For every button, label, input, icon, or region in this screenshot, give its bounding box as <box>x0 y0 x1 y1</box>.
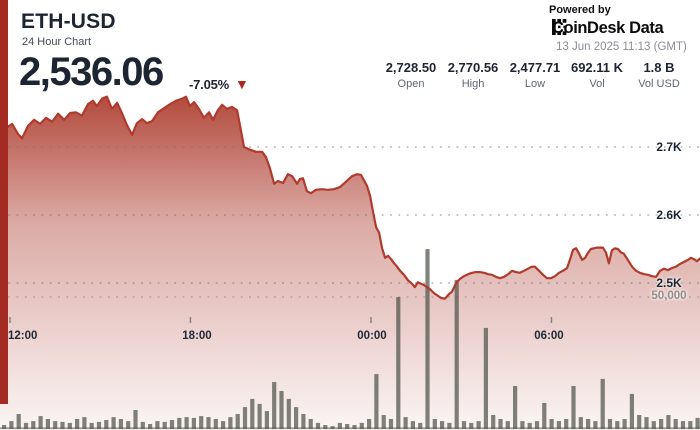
x-axis-label-1800: 18:00 <box>182 330 212 342</box>
stat-open: 2,728.50 Open <box>380 60 442 90</box>
brand-name: CoinDesk Data <box>552 19 664 37</box>
stat-open-label: Open <box>397 78 425 90</box>
stat-high-value: 2,770.56 <box>447 60 499 75</box>
coindesk-logo-icon <box>552 19 567 35</box>
powered-by-label: Powered by <box>549 4 611 16</box>
stat-vol-value: 692.11 K <box>570 60 624 75</box>
stat-vol-label: Vol <box>589 78 605 90</box>
left-accent-stripe <box>0 0 8 404</box>
stat-vol-usd-value: 1.8 B <box>643 60 675 75</box>
symbol-title: ETH-USD <box>21 10 116 33</box>
x-axis-label-0600: 06:00 <box>534 330 564 342</box>
price-line <box>0 95 700 300</box>
y-axis-label-2600: 2.6K <box>656 208 682 222</box>
price-change: -7.05% ▼ <box>189 75 249 93</box>
stat-vol: 692.11 K Vol <box>566 60 628 90</box>
chart-subtitle: 24 Hour Chart <box>22 36 92 48</box>
y-axis-label-volume-50000: 50,000 <box>651 290 687 302</box>
x-axis-label-1200: 12:00 <box>8 330 38 342</box>
volume-baseline <box>0 427 700 430</box>
x-axis-ticks <box>9 317 553 323</box>
y-axis-label-2700: 2.7K <box>656 140 682 154</box>
gridlines <box>0 146 700 298</box>
stat-low-label: Low <box>524 78 546 90</box>
price-down-triangle-icon: ▼ <box>235 75 249 92</box>
x-axis-label-0000: 00:00 <box>357 330 387 342</box>
y-axis-label-2500: 2.5K <box>656 276 682 290</box>
brand-logo[interactable]: CoinDesk Data <box>552 19 664 38</box>
stats-row: 2,728.50 Open 2,770.56 High 2,477.71 Low… <box>380 60 690 90</box>
stat-low-value: 2,477.71 <box>509 60 561 75</box>
stat-vol-usd: 1.8 B Vol USD <box>628 60 690 90</box>
change-percent: -7.05% <box>189 77 229 92</box>
stat-low: 2,477.71 Low <box>504 60 566 90</box>
volume-bars <box>2 249 700 429</box>
stat-high-label: High <box>461 78 485 90</box>
price-area-fill <box>0 96 700 430</box>
current-price: 2,536.06 <box>19 50 164 94</box>
timestamp: 13 Jun 2025 11:13 (GMT) <box>556 41 687 53</box>
stat-open-value: 2,728.50 <box>385 60 437 75</box>
stat-vol-usd-label: Vol USD <box>638 78 680 90</box>
stat-high: 2,770.56 High <box>442 60 504 90</box>
